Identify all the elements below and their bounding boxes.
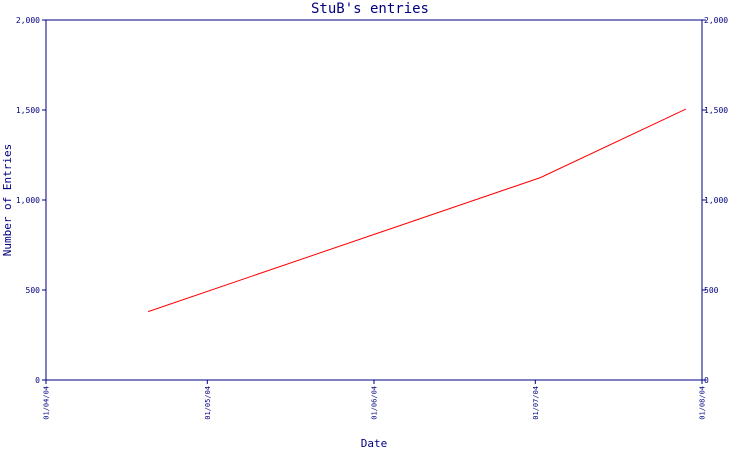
- y-tick-label-left: 2,000: [16, 16, 40, 25]
- y-tick-label-left: 1,500: [16, 106, 40, 115]
- x-tick-label: 01/05/04: [204, 386, 212, 420]
- x-axis-title: Date: [361, 437, 388, 450]
- y-tick-label-right: 500: [704, 286, 719, 295]
- x-tick-label: 01/07/04: [532, 386, 540, 420]
- series-layer: [147, 108, 687, 313]
- y-tick-label-left: 1,000: [16, 196, 40, 205]
- y-axis-left: 0 500 1,000 1,500 2,000: [16, 16, 46, 385]
- x-axis: 01/04/04 01/05/04 01/06/04 01/07/04 01/08/04: [43, 380, 707, 420]
- y-axis-right: 0 500 1,000 1,500 2,000: [702, 16, 728, 385]
- y-tick-label-right: 1,500: [704, 106, 728, 115]
- chart-title: StuB's entries: [311, 1, 429, 17]
- y-tick-label-right: 2,000: [704, 16, 728, 25]
- series-line: [147, 108, 687, 313]
- y-tick-label-right: 0: [704, 376, 709, 385]
- y-tick-label-right: 1,000: [704, 196, 728, 205]
- x-tick-label: 01/06/04: [371, 386, 379, 420]
- y-tick-label-left: 500: [26, 286, 41, 295]
- y-axis-title: Number of Entries: [1, 144, 14, 257]
- x-tick-label: 01/04/04: [43, 386, 51, 420]
- y-tick-label-left: 0: [35, 376, 40, 385]
- plot-area-frame: [45, 19, 703, 381]
- x-tick-label: 01/08/04: [699, 386, 707, 420]
